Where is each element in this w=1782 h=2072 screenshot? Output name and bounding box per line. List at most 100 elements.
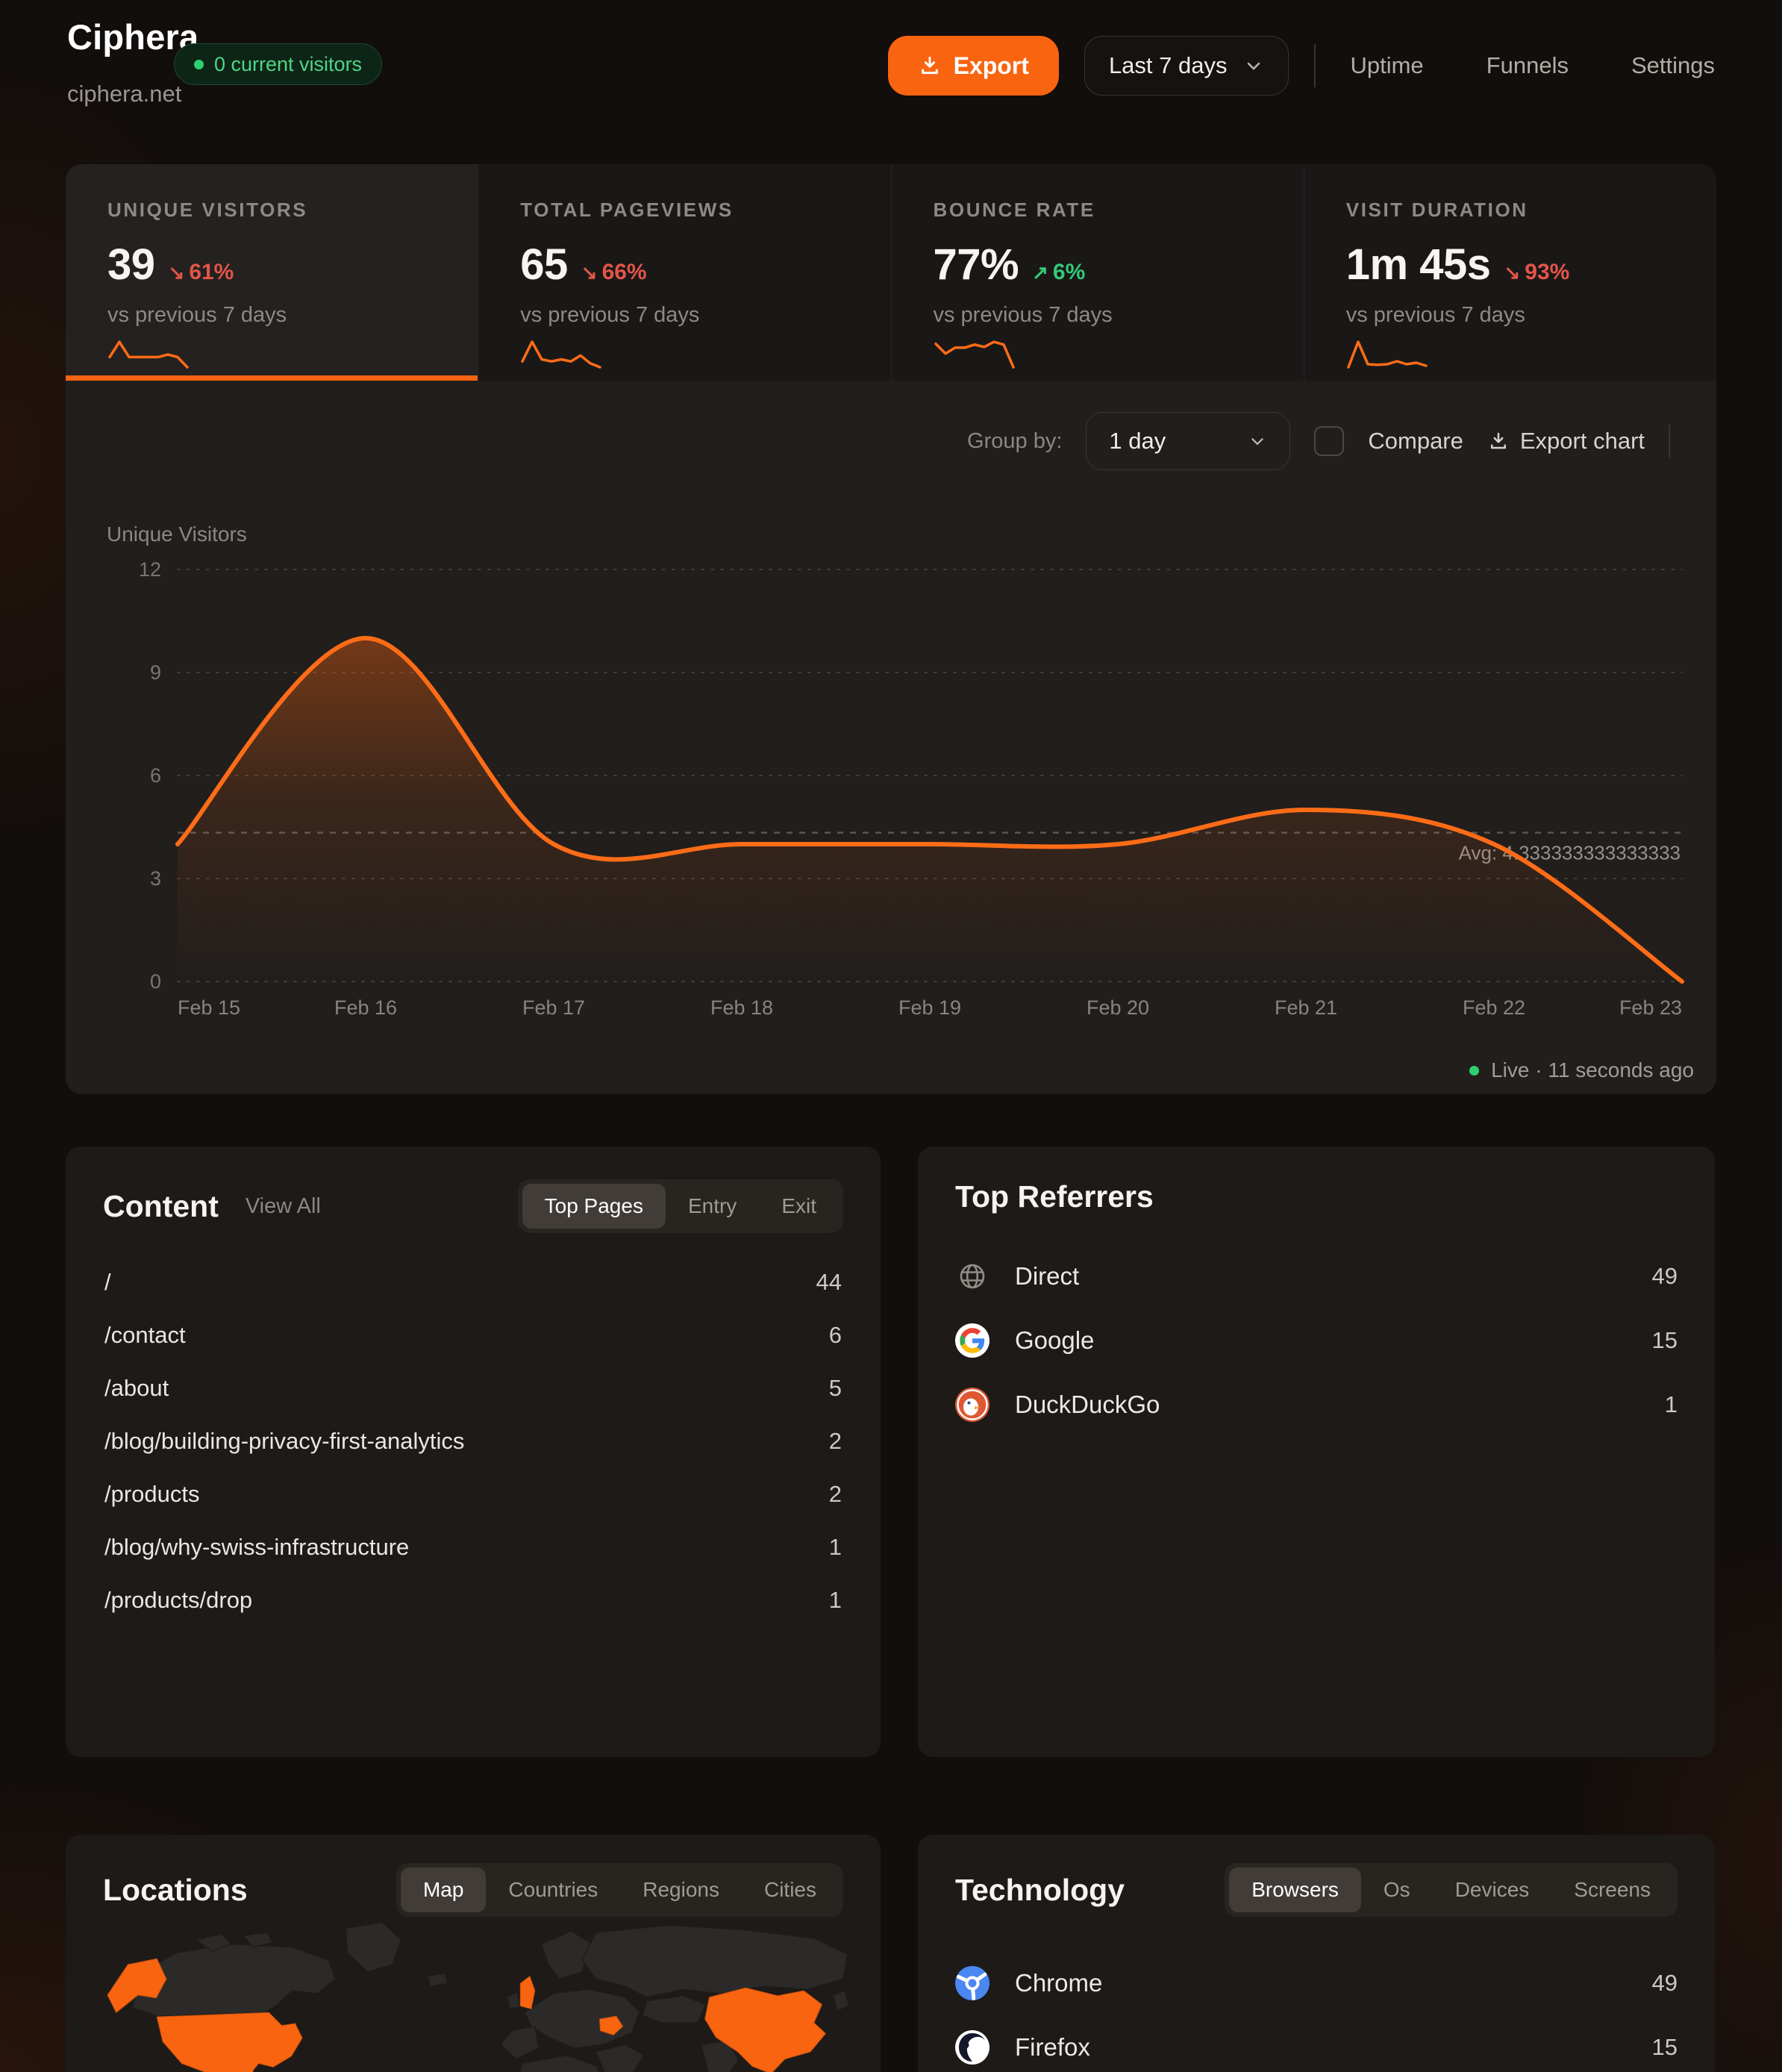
header-divider	[1314, 44, 1316, 87]
tab-browsers[interactable]: Browsers	[1229, 1867, 1361, 1912]
referrer-row[interactable]: Direct 49	[918, 1244, 1715, 1308]
firefox-icon	[955, 2030, 990, 2065]
technology-tabs: Browsers Os Devices Screens	[1225, 1863, 1678, 1917]
tab-screens[interactable]: Screens	[1574, 1878, 1651, 1901]
compare-label[interactable]: Compare	[1368, 428, 1463, 454]
map-region-scandinavia	[540, 1930, 591, 1980]
map-country-china	[704, 1987, 827, 2072]
live-dot-icon	[1469, 1065, 1480, 1076]
page-row[interactable]: /products/drop 1	[104, 1586, 842, 1613]
trend-arrow-icon: ↘	[168, 261, 185, 284]
locations-panel-title: Locations	[103, 1872, 248, 1907]
stat-value: 65	[520, 240, 568, 289]
controls-divider	[1669, 425, 1670, 458]
duckduckgo-icon	[955, 1388, 990, 1422]
stat-label: TOTAL PAGEVIEWS	[520, 199, 734, 221]
stat-sparkline	[108, 340, 189, 369]
stat-delta: ↘ 66%	[581, 260, 647, 284]
tab-top-pages[interactable]: Top Pages	[522, 1184, 666, 1229]
referrers-panel-title: Top Referrers	[955, 1179, 1154, 1214]
chart-controls: Group by: 1 day Compare Export chart	[967, 412, 1670, 470]
chrome-icon	[955, 1966, 990, 2000]
tab-os[interactable]: Os	[1383, 1878, 1410, 1901]
stat-compare-label: vs previous 7 days	[520, 303, 700, 327]
content-tabs: Top Pages Entry Exit	[517, 1179, 843, 1233]
chart-metric-label: Unique Visitors	[107, 522, 247, 546]
google-icon	[955, 1323, 990, 1358]
current-visitors-label: 0 current visitors	[214, 52, 363, 75]
stat-tab-unique-visitors[interactable]: UNIQUE VISITORS 39 ↘ 61% vs previous 7 da…	[66, 164, 479, 381]
tab-countries[interactable]: Countries	[508, 1878, 598, 1901]
stat-label: UNIQUE VISITORS	[107, 199, 308, 221]
export-chart-button[interactable]: Export chart	[1487, 428, 1645, 455]
locations-panel: Locations Map Countries Regions Cities	[66, 1835, 881, 2072]
live-dot-icon	[194, 59, 204, 69]
site-title: Ciphera	[67, 17, 199, 57]
stat-delta: ↘ 93%	[1504, 260, 1570, 284]
stat-label: VISIT DURATION	[1345, 199, 1528, 221]
stat-delta: ↗ 6%	[1032, 260, 1086, 284]
group-by-label: Group by:	[967, 428, 1063, 453]
export-button-label: Export	[953, 52, 1029, 79]
referrer-row[interactable]: DuckDuckGo 1	[918, 1373, 1715, 1437]
map-country-usa-alaska	[107, 1958, 167, 2014]
page-row[interactable]: /blog/why-swiss-infrastructure 1	[104, 1533, 842, 1560]
page-row[interactable]: /about 5	[104, 1374, 842, 1401]
live-status: Live · 11 seconds ago	[1469, 1058, 1694, 1082]
stat-tab-bounce-rate[interactable]: BOUNCE RATE 77% ↗ 6% vs previous 7 days	[891, 164, 1304, 381]
globe-icon	[960, 1264, 985, 1289]
content-panel-title: Content	[103, 1188, 219, 1223]
trend-arrow-icon: ↘	[581, 261, 598, 284]
site-domain: ciphera.net	[67, 81, 182, 107]
trend-arrow-icon: ↘	[1504, 261, 1521, 284]
stat-compare-label: vs previous 7 days	[107, 303, 287, 327]
top-nav: Uptime Funnels Settings	[1350, 52, 1715, 79]
main-chart-card: UNIQUE VISITORS 39 ↘ 61% vs previous 7 da…	[66, 164, 1716, 1094]
nav-item-funnels[interactable]: Funnels	[1486, 52, 1569, 78]
stat-tab-total-pageviews[interactable]: TOTAL PAGEVIEWS 65 ↘ 66% vs previous 7 da…	[478, 164, 892, 381]
group-by-dropdown[interactable]: 1 day	[1086, 412, 1291, 470]
map-region-greenland	[345, 1921, 402, 1973]
browser-row[interactable]: Firefox 15	[918, 2015, 1715, 2072]
export-button[interactable]: Export	[887, 36, 1059, 96]
download-icon	[921, 56, 938, 75]
map-region-iberia	[500, 2025, 540, 2060]
stat-value: 77%	[933, 240, 1019, 289]
page-row[interactable]: /blog/building-privacy-first-analytics 2	[104, 1427, 842, 1454]
tab-regions[interactable]: Regions	[643, 1878, 719, 1901]
tab-devices[interactable]: Devices	[1454, 1878, 1530, 1901]
referrer-row[interactable]: Google 15	[918, 1308, 1715, 1373]
page-row[interactable]: /contact 6	[104, 1321, 842, 1348]
browser-row[interactable]: Chrome 49	[918, 1951, 1715, 2015]
map-country-romania	[598, 2015, 624, 2036]
page-row[interactable]: /44	[104, 1268, 842, 1295]
nav-item-settings[interactable]: Settings	[1631, 52, 1715, 78]
tab-exit[interactable]: Exit	[781, 1194, 816, 1217]
map-country-uk	[519, 1975, 536, 2010]
tab-entry[interactable]: Entry	[687, 1194, 737, 1217]
stat-sparkline	[521, 340, 601, 369]
date-range-dropdown[interactable]: Last 7 days	[1084, 36, 1289, 96]
nav-item-uptime[interactable]: Uptime	[1350, 52, 1424, 78]
page-row[interactable]: /products 2	[104, 1480, 842, 1507]
download-icon	[1490, 432, 1506, 449]
tab-map[interactable]: Map	[400, 1867, 487, 1912]
view-all-link[interactable]: View All	[245, 1193, 321, 1218]
stat-compare-label: vs previous 7 days	[933, 303, 1113, 327]
stat-tab-visit-duration[interactable]: VISIT DURATION 1m 45s ↘ 93% vs previous 7…	[1304, 164, 1716, 381]
stat-tabs: UNIQUE VISITORS 39 ↘ 61% vs previous 7 da…	[66, 164, 1716, 381]
top-pages-list: /44 /contact 6 /about 5 /blog/building-pri…	[66, 1255, 881, 1626]
map-region-middle-east	[595, 2044, 645, 2072]
compare-checkbox[interactable]	[1314, 426, 1345, 456]
stat-compare-label: vs previous 7 days	[1345, 303, 1525, 327]
stat-sparkline	[1347, 340, 1428, 369]
stat-value: 39	[107, 240, 155, 289]
group-by-value: 1 day	[1109, 428, 1166, 454]
current-visitors-badge[interactable]: 0 current visitors	[174, 43, 383, 85]
live-status-label: Live · 11 seconds ago	[1491, 1058, 1694, 1082]
map-region-iceland	[426, 1972, 448, 1988]
world-map[interactable]	[87, 1909, 858, 2072]
tab-cities[interactable]: Cities	[763, 1878, 816, 1901]
referrers-list: Direct 49 Google 15	[918, 1244, 1715, 1437]
technology-panel-title: Technology	[955, 1872, 1125, 1907]
